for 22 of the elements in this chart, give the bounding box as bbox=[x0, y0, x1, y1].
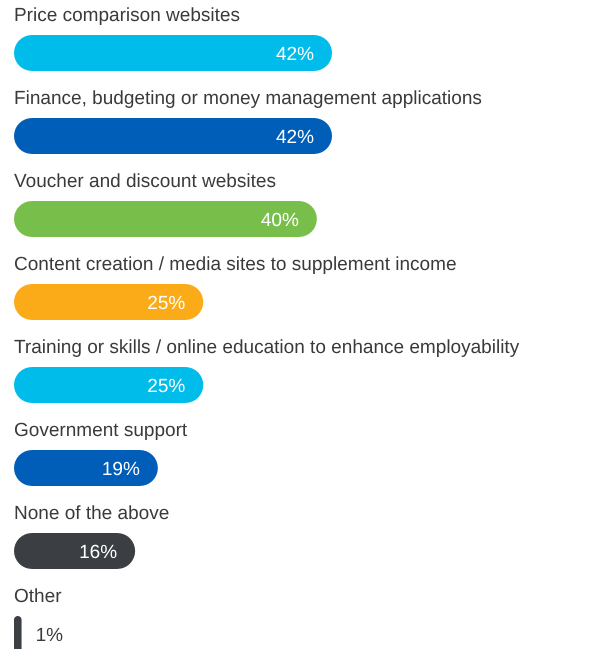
y-tick-label: Content creation / media sites to supplement income bbox=[14, 254, 457, 275]
data-label: 25% bbox=[147, 376, 186, 397]
bar bbox=[14, 284, 204, 320]
y-tick-label: Government support bbox=[14, 420, 188, 441]
bar bbox=[14, 201, 317, 237]
bar bbox=[14, 35, 332, 71]
data-label: 42% bbox=[276, 127, 314, 148]
y-tick-label: Voucher and discount websites bbox=[14, 171, 276, 192]
data-label: 19% bbox=[102, 459, 140, 480]
bar bbox=[14, 367, 204, 403]
y-tick-label: None of the above bbox=[14, 503, 170, 524]
data-label: 25% bbox=[147, 293, 186, 314]
data-label: 1% bbox=[36, 625, 64, 646]
y-tick-label: Training or skills / online education to enhance employability bbox=[14, 337, 520, 358]
y-tick-label: Other bbox=[14, 586, 62, 607]
bar bbox=[14, 118, 332, 154]
data-label: 42% bbox=[276, 44, 314, 65]
y-tick-label: Finance, budgeting or money management applications bbox=[14, 88, 482, 109]
bar bbox=[14, 450, 158, 486]
data-label: 16% bbox=[79, 542, 118, 563]
y-tick-label: Price comparison websites bbox=[14, 5, 240, 26]
data-label: 40% bbox=[260, 210, 299, 231]
